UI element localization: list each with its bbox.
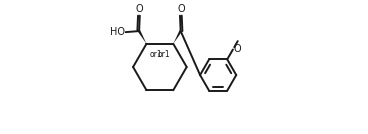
Text: or1: or1 [158, 50, 170, 59]
Text: O: O [177, 4, 185, 14]
Text: or1: or1 [149, 50, 162, 59]
Text: HO: HO [110, 27, 125, 37]
Text: O: O [234, 44, 241, 54]
Polygon shape [173, 30, 182, 44]
Text: O: O [135, 4, 143, 14]
Polygon shape [138, 30, 146, 44]
